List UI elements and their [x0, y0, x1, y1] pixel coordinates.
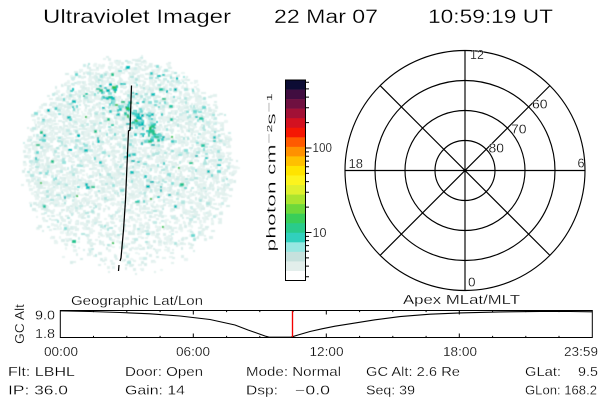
svg-text:IP: 36.0: IP: 36.0 — [8, 384, 68, 398]
svg-text:Seq: 39: Seq: 39 — [366, 384, 415, 398]
svg-text:22 Mar 07: 22 Mar 07 — [274, 7, 378, 28]
svg-text:18:00: 18:00 — [443, 345, 477, 359]
svg-text:12:00: 12:00 — [310, 345, 344, 359]
svg-text:Dsp:: Dsp: — [246, 384, 278, 398]
svg-text:−0.0: −0.0 — [295, 384, 330, 398]
svg-text:0: 0 — [468, 276, 476, 290]
svg-text:Flt: LBHL: Flt: LBHL — [8, 365, 75, 379]
svg-text:60: 60 — [532, 98, 548, 112]
svg-text:Geographic Lat/Lon: Geographic Lat/Lon — [71, 294, 203, 308]
svg-text:6: 6 — [578, 157, 585, 171]
svg-text:10:59:19 UT: 10:59:19 UT — [428, 7, 553, 28]
svg-text:80: 80 — [489, 142, 505, 156]
svg-text:Mode: Normal: Mode: Normal — [246, 365, 341, 379]
svg-text:Ultraviolet Imager: Ultraviolet Imager — [43, 7, 232, 28]
svg-text:Gain: 14: Gain: 14 — [125, 384, 185, 398]
svg-text:06:00: 06:00 — [176, 345, 210, 359]
svg-text:70: 70 — [511, 123, 527, 137]
svg-text:1.8: 1.8 — [35, 327, 55, 341]
svg-text:23:59: 23:59 — [564, 345, 598, 359]
svg-text:18: 18 — [349, 157, 364, 171]
svg-text:GLon: 168.2: GLon: 168.2 — [525, 384, 597, 398]
svg-text:GLat:: GLat: — [525, 365, 561, 379]
svg-text:100: 100 — [313, 141, 333, 155]
svg-text:GC Alt: 2.6 Re: GC Alt: 2.6 Re — [366, 365, 460, 379]
svg-text:00:00: 00:00 — [44, 345, 78, 359]
svg-text:12: 12 — [470, 48, 484, 62]
svg-text:GC Alt: GC Alt — [13, 303, 27, 344]
svg-text:photon cm⁻²s⁻¹: photon cm⁻²s⁻¹ — [264, 92, 279, 251]
svg-text:Apex MLat/MLT: Apex MLat/MLT — [403, 293, 520, 307]
svg-text:Door: Open: Door: Open — [125, 365, 203, 379]
svg-text:10: 10 — [313, 226, 327, 240]
svg-text:9.0: 9.0 — [35, 309, 55, 323]
svg-text:9.5: 9.5 — [578, 365, 598, 379]
